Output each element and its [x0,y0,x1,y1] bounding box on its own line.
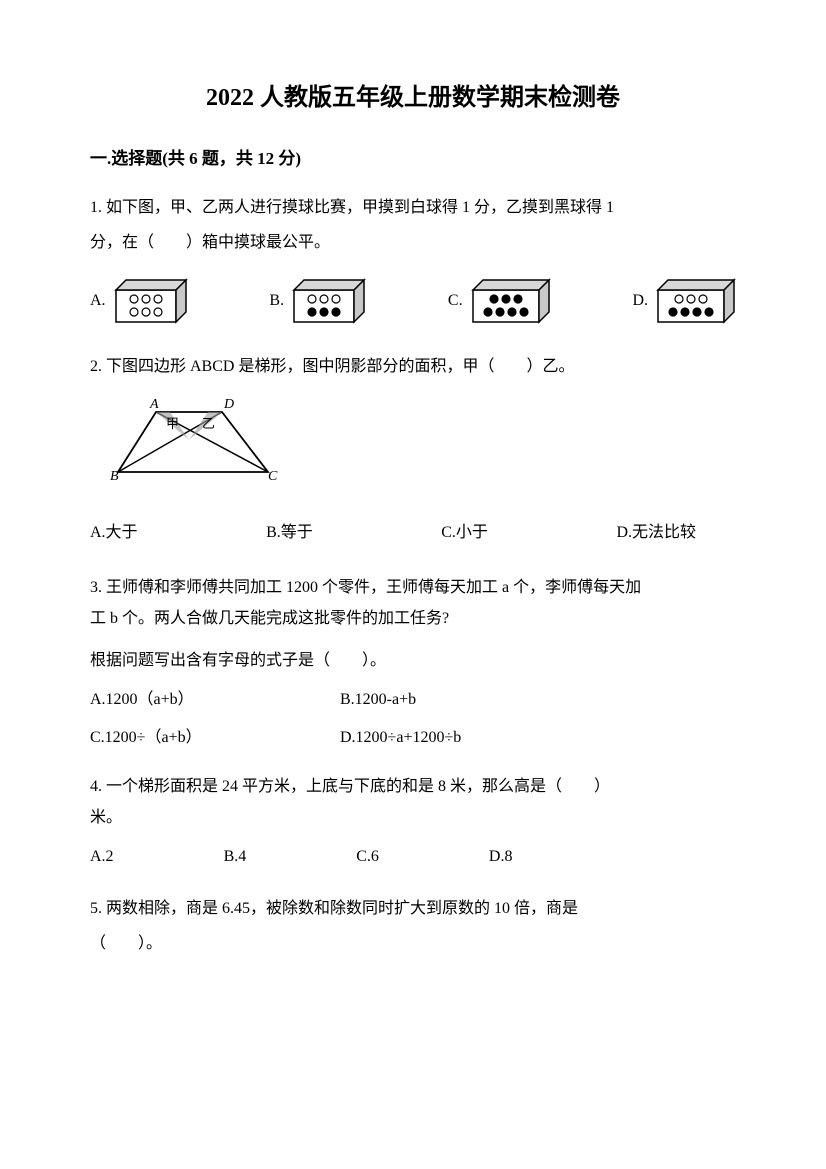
q4-line1: 4. 一个梯形面积是 24 平方米，上底与下底的和是 8 米，那么高是（ ） [90,778,610,795]
question-4-text: 4. 一个梯形面积是 24 平方米，上底与下底的和是 8 米，那么高是（ ） 米… [90,772,736,833]
box-d-icon [654,278,736,324]
q2-options: A.大于 B.等于 C.小于 D.无法比较 [90,521,736,545]
exam-title: 2022 人教版五年级上册数学期末检测卷 [90,80,736,116]
q1-options: A. B. [90,278,736,324]
q4-option-a: A.2 [90,845,114,869]
trapezoid-icon: A D B C 甲 乙 [110,394,280,489]
q1-option-d: D. [632,278,736,324]
q3-subtext: 根据问题写出含有字母的式子是（ ）。 [90,646,736,676]
q4-option-c: C.6 [356,845,379,869]
question-2-text: 2. 下图四边形 ABCD 是梯形，图中阴影部分的面积，甲（ ）乙。 [90,352,736,382]
q3-line2: 工 b 个。两人合做几天能完成这批零件的加工任务? [90,610,449,627]
q4-option-b: B.4 [224,845,247,869]
section-1-header: 一.选择题(共 6 题，共 12 分) [90,146,736,172]
q3-line1: 3. 王师傅和李师傅共同加工 1200 个零件，王师傅每天加工 a 个，李师傅每… [90,579,641,596]
q2-option-d: D.无法比较 [616,521,696,545]
question-3-text: 3. 王师傅和李师傅共同加工 1200 个零件，王师傅每天加工 a 个，李师傅每… [90,573,736,634]
q1-line2: 分，在（ ）箱中摸球最公平。 [90,234,330,251]
question-2: 2. 下图四边形 ABCD 是梯形，图中阴影部分的面积，甲（ ）乙。 A D B… [90,352,736,545]
question-1-text: 1. 如下图，甲、乙两人进行摸球比赛，甲摸到白球得 1 分，乙摸到黑球得 1 分… [90,190,736,260]
q1-label-c: C. [448,289,463,313]
q1-option-c: C. [448,278,551,324]
q4-line2: 米。 [90,809,122,826]
q1-option-a: A. [90,278,188,324]
q2-option-a: A.大于 [90,521,138,545]
q3-option-c: C.1200÷（a+b） [90,726,340,750]
q1-option-b: B. [269,278,366,324]
label-C: C [268,469,278,484]
label-A: A [149,397,159,412]
box-b-icon [290,278,366,324]
question-5-text: 5. 两数相除，商是 6.45，被除数和除数同时扩大到原数的 10 倍，商是 （… [90,891,736,961]
q2-option-c: C.小于 [441,521,488,545]
question-3: 3. 王师傅和李师傅共同加工 1200 个零件，王师傅每天加工 a 个，李师傅每… [90,573,736,750]
q3-option-a: A.1200（a+b） [90,688,340,712]
q1-line1: 1. 如下图，甲、乙两人进行摸球比赛，甲摸到白球得 1 分，乙摸到黑球得 1 [90,199,614,216]
q1-label-a: A. [90,289,106,313]
label-jia: 甲 [166,416,179,431]
q2-option-b: B.等于 [266,521,313,545]
q3-option-b: B.1200-a+b [340,688,736,712]
q3-options: A.1200（a+b） B.1200-a+b C.1200÷（a+b） D.12… [90,688,736,750]
q4-options: A.2 B.4 C.6 D.8 [90,845,736,869]
question-1: 1. 如下图，甲、乙两人进行摸球比赛，甲摸到白球得 1 分，乙摸到黑球得 1 分… [90,190,736,324]
trapezoid-figure: A D B C 甲 乙 [110,394,736,497]
question-4: 4. 一个梯形面积是 24 平方米，上底与下底的和是 8 米，那么高是（ ） 米… [90,772,736,869]
q5-line2: （ ）。 [90,935,162,952]
label-B: B [110,469,119,484]
q5-line1: 5. 两数相除，商是 6.45，被除数和除数同时扩大到原数的 10 倍，商是 [90,900,578,917]
label-yi: 乙 [202,416,215,431]
box-a-icon [112,278,188,324]
q1-label-b: B. [269,289,284,313]
label-D: D [223,397,234,412]
q1-label-d: D. [632,289,648,313]
box-c-icon [469,278,551,324]
question-5: 5. 两数相除，商是 6.45，被除数和除数同时扩大到原数的 10 倍，商是 （… [90,891,736,961]
q4-option-d: D.8 [489,845,513,869]
q3-option-d: D.1200÷a+1200÷b [340,726,736,750]
